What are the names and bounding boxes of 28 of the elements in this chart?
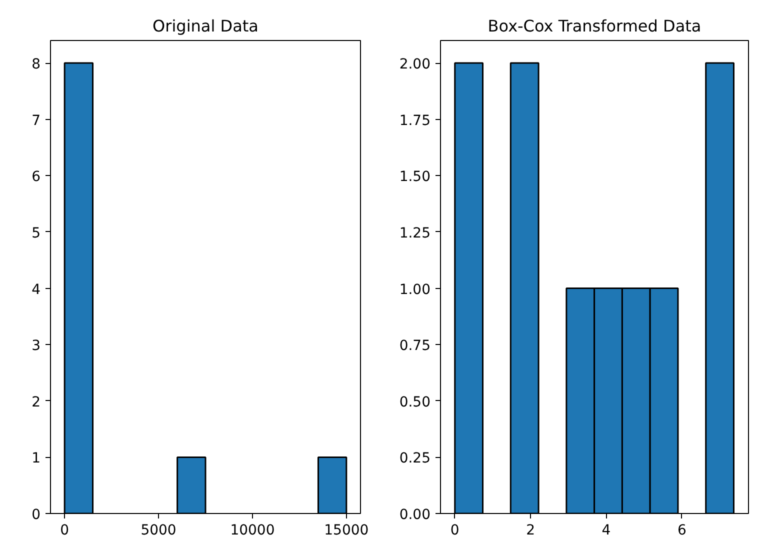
y-tick-label: 4 <box>32 282 41 298</box>
x-tick-label: 0 <box>60 522 70 538</box>
y-tick-label: 3 <box>32 338 41 354</box>
y-tick-label: 1.50 <box>399 169 430 186</box>
x-tick-label: 6 <box>677 522 686 538</box>
y-tick-label: 1.75 <box>399 112 430 129</box>
y-tick-label: 1.00 <box>399 282 430 298</box>
chart-title: Original Data <box>152 16 258 36</box>
y-tick-label: 2 <box>32 394 41 410</box>
y-tick-label: 0 <box>32 507 41 523</box>
y-tick-label: 1.25 <box>399 225 430 242</box>
x-tick-label: 0 <box>450 522 460 538</box>
y-tick-label: 0.25 <box>399 450 430 467</box>
x-tick-label: 4 <box>602 522 611 538</box>
y-tick-label: 5 <box>32 225 41 242</box>
y-tick-label: 1 <box>32 450 41 467</box>
y-tick-label: 0.00 <box>399 507 430 523</box>
x-tick-label: 10000 <box>230 522 275 538</box>
y-tick-label: 0.75 <box>399 338 430 354</box>
y-tick-label: 6 <box>32 169 41 186</box>
chart-title: Box-Cox Transformed Data <box>488 16 702 36</box>
y-tick-label: 8 <box>32 56 41 73</box>
x-tick-label: 2 <box>526 522 536 538</box>
x-tick-label: 15000 <box>324 522 369 538</box>
y-tick-label: 7 <box>32 112 41 129</box>
y-tick-label: 2.00 <box>399 56 430 73</box>
x-tick-label: 5000 <box>140 522 176 538</box>
y-tick-label: 0.50 <box>399 394 430 410</box>
